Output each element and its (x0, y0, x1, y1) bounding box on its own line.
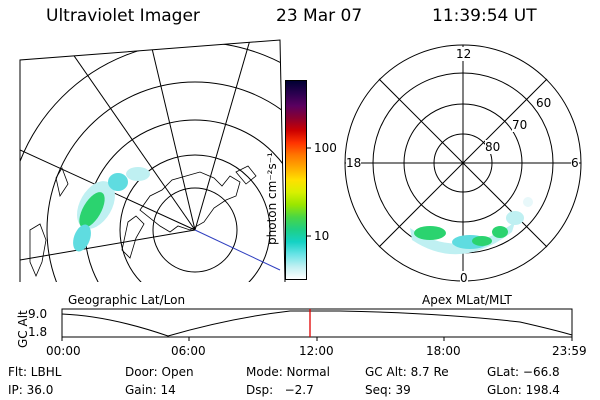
info-ip: IP: 36.0 (8, 383, 54, 397)
info-gain: Gain: 14 (125, 383, 176, 397)
colorbar-tick-10: 10 (314, 229, 330, 243)
info-dsp: Dsp: −2.7 (246, 383, 314, 397)
altitude-ytick-top: 9.0 (28, 307, 48, 321)
mlt-label-0: 0 (460, 271, 468, 285)
info-door: Door: Open (125, 365, 194, 379)
info-glat: GLat: −66.8 (487, 365, 560, 379)
left-map-label: Geographic Lat/Lon (68, 293, 186, 307)
xtick-0600: 06:00 (171, 344, 206, 358)
info-glon: GLon: 198.4 (487, 383, 560, 397)
right-map-label: Apex MLat/MLT (422, 293, 512, 307)
xtick-2359: 23:59 (552, 344, 587, 358)
mlt-label-18: 18 (346, 156, 362, 170)
xtick-1200: 12:00 (299, 344, 334, 358)
title: Ultraviolet Imager (46, 6, 200, 26)
lat-label-60: 60 (536, 96, 552, 110)
mlt-label-12: 12 (456, 47, 472, 61)
colorbar-tick-100: 100 (314, 141, 337, 155)
lat-label-70: 70 (512, 118, 528, 132)
time: 11:39:54 UT (432, 6, 537, 26)
date: 23 Mar 07 (276, 6, 363, 26)
altitude-ytick-bottom: 1.8 (28, 325, 48, 339)
info-seq: Seq: 39 (365, 383, 411, 397)
info-gcalt: GC Alt: 8.7 Re (365, 365, 449, 379)
xtick-1800: 18:00 (426, 344, 461, 358)
info-mode: Mode: Normal (246, 365, 330, 379)
mlt-label-6: 6 (571, 156, 579, 170)
info-flt: Flt: LBHL (8, 365, 62, 379)
lat-label-80: 80 (485, 140, 501, 154)
colorbar (285, 80, 307, 280)
xtick-0000: 00:00 (46, 344, 81, 358)
